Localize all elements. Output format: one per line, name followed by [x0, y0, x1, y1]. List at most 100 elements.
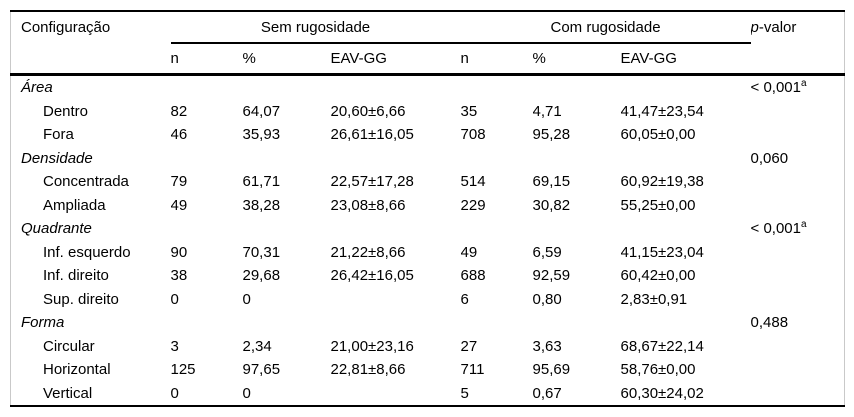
- cell-empty: [171, 217, 243, 241]
- cell-eavgg-sem: 26,42±16,05: [330, 267, 414, 285]
- cell-pct-sem: 29,68: [242, 267, 281, 285]
- p-value: < 0,001: [750, 79, 801, 97]
- cell-eavgg-com: 58,76±0,00: [620, 361, 696, 379]
- cell-pct-sem: 2,34: [242, 337, 272, 355]
- p-value-cell: [751, 335, 845, 359]
- row-label: Concentrada: [43, 173, 129, 191]
- row-label: Inf. esquerdo: [43, 243, 131, 261]
- cell-eavgg-sem: 21,00±23,16: [330, 337, 414, 355]
- cell-empty: [461, 75, 533, 100]
- column-header-n-com: n: [460, 43, 533, 76]
- cell-empty: [331, 147, 461, 171]
- p-value-cell: < 0,001a: [751, 75, 845, 100]
- cell-eavgg-sem: 21,22±8,66: [330, 243, 406, 261]
- data-row-horizontal: Horizontal 125 97,65 22,81±8,66 711 95,6…: [11, 358, 845, 382]
- cell-empty: [621, 147, 751, 171]
- cell-empty: [621, 311, 751, 335]
- data-row-dentro: Dentro 82 64,07 20,60±6,66 35 4,71 41,47…: [11, 100, 845, 124]
- cell-n-com: 6: [460, 290, 469, 308]
- cell-pct-sem: 64,07: [242, 102, 281, 120]
- p-value-cell: [751, 264, 845, 288]
- cell-n-com: 229: [460, 196, 486, 214]
- cell-n-sem: 38: [170, 267, 188, 285]
- row-label: Sup. direito: [43, 290, 119, 308]
- data-row-inf-esquerdo: Inf. esquerdo 90 70,31 21,22±8,66 49 6,5…: [11, 241, 845, 265]
- cell-n-com: 514: [460, 173, 486, 191]
- section-row-quadrante: Quadrante < 0,001a: [11, 217, 845, 241]
- data-row-concentrada: Concentrada 79 61,71 22,57±17,28 514 69,…: [11, 170, 845, 194]
- cell-pct-sem: 97,65: [242, 361, 281, 379]
- cell-pct-com: 4,71: [532, 102, 562, 120]
- cell-eavgg-sem: 20,60±6,66: [330, 102, 406, 120]
- cell-n-com: 27: [460, 337, 478, 355]
- statistics-table: Configuração Sem rugosidade Com rugosida…: [10, 10, 846, 407]
- cell-pct-sem: 35,93: [242, 126, 281, 144]
- cell-empty: [533, 147, 621, 171]
- column-group-sem-rugosidade: Sem rugosidade: [170, 11, 461, 44]
- cell-n-sem: 0: [170, 384, 179, 402]
- p-valor-suffix: -valor: [758, 19, 797, 36]
- cell-n-com: 711: [460, 361, 485, 379]
- cell-pct-sem: 0: [242, 384, 251, 402]
- data-row-vertical: Vertical 0 0 5 0,67 60,30±24,02: [11, 382, 845, 407]
- cell-n-sem: 46: [170, 126, 188, 144]
- cell-empty: [243, 75, 331, 100]
- p-value-cell: [751, 123, 845, 147]
- cell-eavgg-com: 55,25±0,00: [620, 196, 696, 214]
- cell-eavgg-com: 68,67±22,14: [620, 337, 704, 355]
- p-value: 0,488: [750, 314, 789, 332]
- section-label: Densidade: [21, 149, 93, 167]
- cell-pct-com: 69,15: [532, 173, 571, 191]
- cell-empty: [171, 75, 243, 100]
- cell-empty: [243, 147, 331, 171]
- p-value-cell: [751, 288, 845, 312]
- p-value-footnote-marker: a: [800, 219, 807, 231]
- cell-pct-sem: 70,31: [242, 243, 281, 261]
- cell-n-sem: 79: [170, 173, 188, 191]
- cell-n-sem: 82: [170, 102, 188, 120]
- column-group-com-rugosidade: Com rugosidade: [460, 11, 751, 44]
- cell-empty: [331, 217, 461, 241]
- cell-empty: [533, 75, 621, 100]
- header-sub-row: n % EAV-GG n % EAV-GG: [11, 43, 845, 76]
- data-row-fora: Fora 46 35,93 26,61±16,05 708 95,28 60,0…: [11, 123, 845, 147]
- header-group-row: Configuração Sem rugosidade Com rugosida…: [10, 11, 845, 76]
- cell-eavgg-sem: [331, 288, 461, 312]
- cell-n-sem: 90: [170, 243, 188, 261]
- cell-pct-com: 92,59: [532, 267, 571, 285]
- section-label: Forma: [21, 314, 65, 332]
- section-row-forma: Forma 0,488: [11, 311, 845, 335]
- section-row-densidade: Densidade 0,060: [11, 147, 845, 171]
- cell-eavgg-sem: 22,81±8,66: [330, 361, 406, 379]
- cell-n-sem: 3: [170, 337, 179, 355]
- p-value-footnote-marker: a: [800, 78, 807, 90]
- data-row-ampliada: Ampliada 49 38,28 23,08±8,66 229 30,82 5…: [11, 194, 845, 218]
- column-header-pct-sem: %: [242, 43, 331, 76]
- cell-pct-com: 0,67: [532, 384, 562, 402]
- section-label: Quadrante: [21, 220, 92, 238]
- cell-empty: [171, 311, 243, 335]
- data-row-inf-direito: Inf. direito 38 29,68 26,42±16,05 688 92…: [11, 264, 845, 288]
- row-label: Inf. direito: [43, 267, 109, 285]
- cell-n-com: 688: [460, 267, 486, 285]
- cell-empty: [621, 75, 751, 100]
- cell-eavgg-com: 41,15±23,04: [620, 243, 704, 261]
- p-value-cell: [751, 241, 845, 265]
- cell-pct-com: 6,59: [532, 243, 562, 261]
- cell-eavgg-com: 60,42±0,00: [620, 267, 696, 285]
- cell-eavgg-com: 60,30±24,02: [620, 384, 704, 402]
- cell-empty: [621, 217, 751, 241]
- cell-eavgg-com: 41,47±23,54: [620, 102, 704, 120]
- p-value-cell: [751, 382, 845, 407]
- column-header-eavgg-com: EAV-GG: [620, 43, 751, 76]
- p-value-cell: [751, 194, 845, 218]
- p-value-cell: [751, 358, 845, 382]
- cell-n-com: 708: [460, 126, 486, 144]
- cell-empty: [461, 217, 533, 241]
- cell-empty: [243, 311, 331, 335]
- column-header-pct-com: %: [532, 43, 621, 76]
- row-label: Ampliada: [43, 196, 106, 214]
- cell-empty: [461, 147, 533, 171]
- cell-empty: [461, 311, 533, 335]
- section-row-area: Área < 0,001a: [11, 75, 845, 100]
